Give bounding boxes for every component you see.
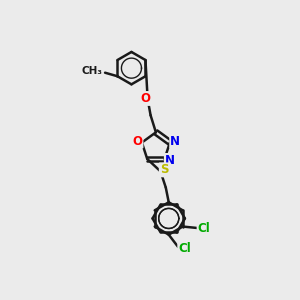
Text: S: S — [160, 164, 168, 176]
Text: N: N — [165, 154, 175, 167]
Text: CH₃: CH₃ — [81, 66, 102, 76]
Text: O: O — [140, 92, 150, 105]
Text: Cl: Cl — [178, 242, 191, 255]
Text: O: O — [133, 134, 142, 148]
Text: Cl: Cl — [198, 221, 210, 235]
Text: N: N — [170, 134, 180, 148]
